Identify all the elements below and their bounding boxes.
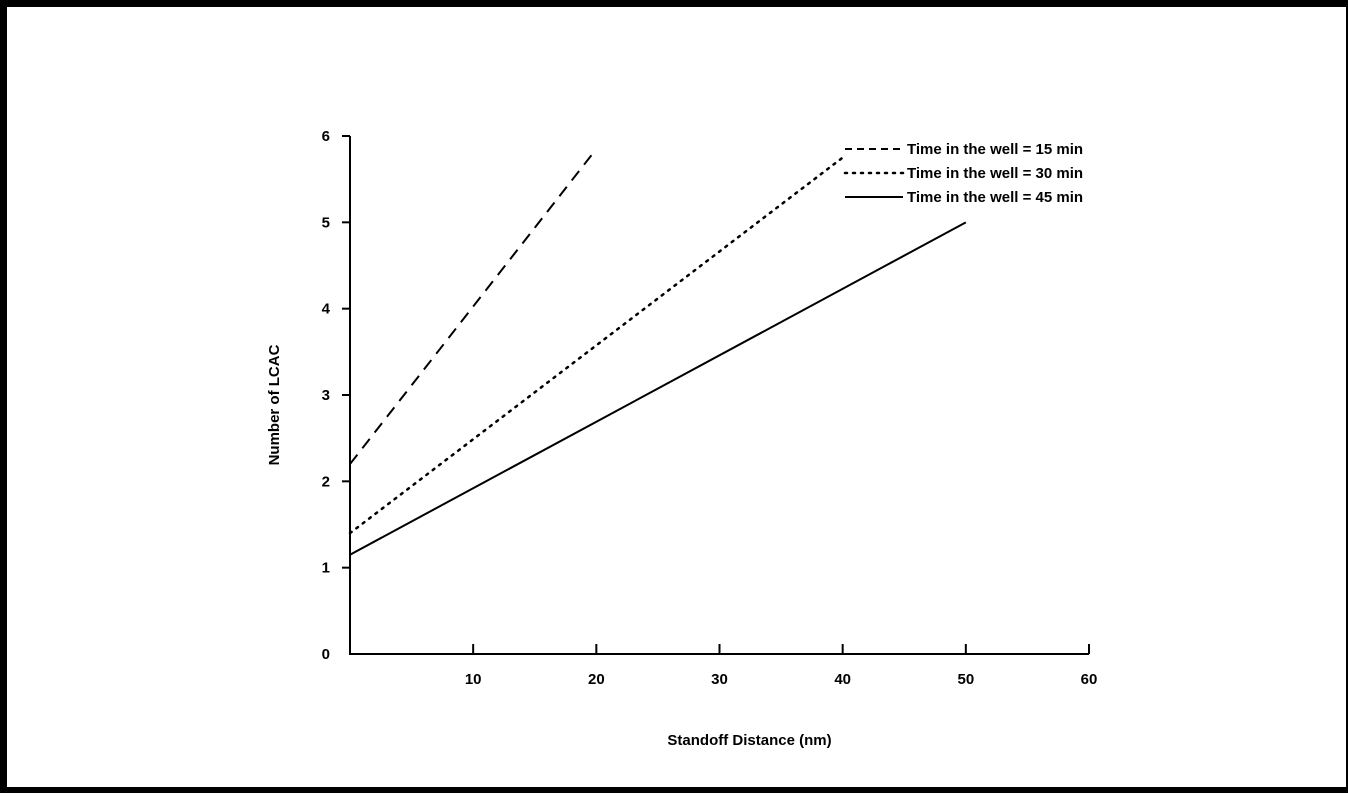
x-axis-title: Standoff Distance (nm): [667, 732, 831, 749]
axes: [349, 136, 1089, 655]
series-line-3: [349, 221, 967, 556]
y-axis-title: Number of LCAC: [266, 344, 283, 465]
y-tick-label: 2: [322, 473, 330, 490]
series-line-2: [348, 156, 844, 535]
x-tick-label: 50: [957, 671, 974, 688]
y-axis-ticks: 0 1 2 3 4 5 6: [322, 128, 350, 663]
legend: Time in the well = 15 min Time in the wel…: [843, 141, 1083, 206]
y-tick-label: 1: [322, 560, 330, 577]
x-tick-label: 30: [711, 671, 728, 688]
y-tick-label: 4: [322, 301, 331, 318]
x-tick-label: 20: [588, 671, 605, 688]
x-tick-label: 10: [465, 671, 482, 688]
legend-label-3: Time in the well = 45 min: [907, 189, 1083, 206]
series-line-1: [349, 148, 598, 465]
x-axis-ticks: 10 20 30 40 50 60: [465, 644, 1098, 688]
x-tick-label: 40: [834, 671, 851, 688]
line-chart: 10 20 30 40 50 60 0 1 2 3 4 5 6 Standoff Distance (…: [266, 128, 1098, 749]
y-tick-label: 5: [322, 214, 330, 231]
legend-label-1: Time in the well = 15 min: [907, 141, 1083, 158]
x-tick-label: 60: [1081, 671, 1098, 688]
y-tick-label: 0: [322, 646, 330, 663]
legend-label-2: Time in the well = 30 min: [907, 165, 1083, 182]
y-tick-label: 6: [322, 128, 330, 145]
y-tick-label: 3: [322, 387, 330, 404]
series-lines: [348, 148, 967, 556]
